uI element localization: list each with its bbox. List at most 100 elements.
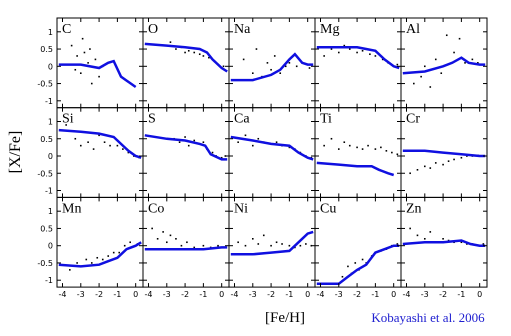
panel-plot bbox=[58, 37, 137, 89]
panel-plot bbox=[58, 124, 142, 159]
data-point bbox=[288, 62, 291, 64]
data-point bbox=[187, 144, 190, 147]
panel-plot bbox=[402, 149, 486, 175]
panel-title: Ca bbox=[234, 112, 250, 127]
data-point bbox=[270, 244, 272, 247]
data-point bbox=[202, 55, 205, 57]
panel-plot bbox=[144, 134, 228, 161]
data-point bbox=[323, 144, 325, 147]
x-tick-label: -1 bbox=[113, 290, 121, 299]
panel-plot bbox=[144, 227, 228, 251]
data-point bbox=[211, 151, 214, 154]
x-tick-label: -2 bbox=[353, 290, 361, 299]
data-point bbox=[356, 146, 358, 149]
data-point bbox=[193, 139, 196, 142]
x-tick-label: -3 bbox=[249, 290, 257, 299]
data-point bbox=[103, 141, 106, 143]
data-point bbox=[266, 62, 269, 64]
panel-plot bbox=[316, 44, 400, 70]
panel-title: Cr bbox=[406, 112, 420, 127]
panel-plot bbox=[144, 41, 228, 73]
data-point bbox=[98, 75, 100, 78]
model-line bbox=[58, 59, 137, 89]
data-point bbox=[87, 62, 89, 64]
data-point bbox=[337, 148, 340, 150]
data-point bbox=[361, 49, 364, 52]
data-point bbox=[275, 241, 278, 244]
panel-title: O bbox=[148, 22, 158, 37]
model-line bbox=[230, 52, 314, 82]
data-point bbox=[356, 51, 358, 54]
y-tick-label: -0.5 bbox=[37, 80, 53, 89]
panel-plot bbox=[316, 137, 399, 177]
data-point bbox=[361, 258, 364, 261]
y-tick-label: 0.5 bbox=[40, 224, 53, 233]
x-tick-label: -2 bbox=[439, 290, 447, 299]
data-point bbox=[156, 238, 159, 240]
data-point bbox=[367, 144, 369, 147]
data-point bbox=[123, 244, 126, 247]
y-tick-label: 1 bbox=[48, 207, 53, 216]
model-line bbox=[402, 56, 486, 75]
panel-title: Al bbox=[406, 22, 420, 37]
data-point bbox=[251, 144, 254, 147]
y-tick-label: 1 bbox=[48, 28, 53, 37]
data-point bbox=[347, 265, 349, 268]
data-point bbox=[343, 44, 346, 47]
data-point bbox=[255, 48, 258, 50]
model-line bbox=[316, 161, 395, 177]
data-point bbox=[187, 49, 190, 52]
data-point bbox=[116, 144, 119, 147]
data-point bbox=[396, 63, 399, 66]
data-point bbox=[244, 134, 247, 137]
model-line bbox=[58, 128, 142, 159]
data-point bbox=[416, 169, 419, 171]
data-point bbox=[89, 48, 91, 50]
x-tick-label: -1 bbox=[285, 290, 293, 299]
model-line bbox=[58, 241, 142, 268]
data-point bbox=[440, 72, 443, 74]
data-point bbox=[423, 65, 426, 68]
data-point bbox=[453, 51, 455, 54]
panel-title: Si bbox=[62, 112, 74, 127]
data-point bbox=[482, 243, 485, 245]
panel-frame bbox=[400, 196, 488, 288]
x-tick-label: -3 bbox=[335, 290, 343, 299]
data-point bbox=[323, 55, 325, 57]
data-point bbox=[257, 243, 260, 245]
data-point bbox=[295, 65, 298, 68]
data-point bbox=[447, 160, 450, 162]
data-point bbox=[98, 134, 100, 137]
data-point bbox=[420, 75, 422, 78]
data-point bbox=[90, 82, 93, 85]
data-point bbox=[281, 243, 283, 245]
x-tick-label: -2 bbox=[181, 290, 189, 299]
data-point bbox=[122, 148, 124, 150]
data-point bbox=[330, 48, 333, 50]
data-point bbox=[453, 158, 455, 161]
panel-title: Cu bbox=[320, 201, 336, 216]
x-tick-label: -3 bbox=[77, 290, 85, 299]
data-point bbox=[369, 53, 371, 56]
data-point bbox=[348, 144, 351, 147]
x-tick-label: -3 bbox=[163, 290, 171, 299]
data-point bbox=[288, 146, 291, 149]
panel-plot bbox=[402, 227, 486, 247]
data-point bbox=[434, 58, 437, 61]
panel-frame bbox=[142, 107, 230, 198]
data-point bbox=[429, 86, 432, 88]
data-point bbox=[391, 151, 393, 154]
data-point bbox=[220, 156, 223, 159]
data-point bbox=[79, 144, 82, 147]
x-tick-label: -4 bbox=[230, 290, 238, 299]
y-tick-label: 0.5 bbox=[40, 135, 53, 144]
x-tick-label: 0 bbox=[477, 290, 482, 299]
data-point bbox=[341, 275, 344, 278]
data-point bbox=[288, 244, 291, 247]
data-point bbox=[178, 141, 181, 143]
y-axis-title: [X/Fe] bbox=[7, 131, 24, 174]
data-point bbox=[87, 141, 89, 143]
model-line bbox=[230, 135, 314, 161]
data-point bbox=[460, 156, 463, 159]
